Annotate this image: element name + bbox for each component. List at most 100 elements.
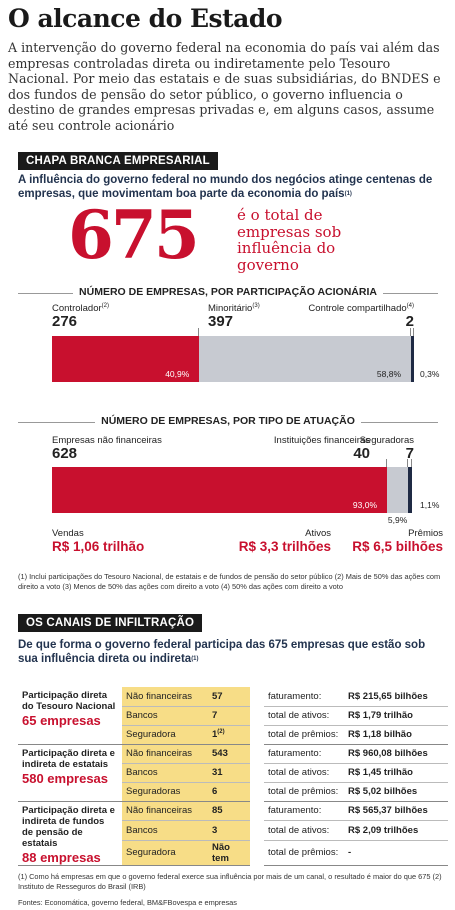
chart1-percent-label: 58,8% xyxy=(376,369,402,379)
canais-segment: Seguradoras xyxy=(122,782,208,802)
canais-gap xyxy=(250,763,264,782)
canais-segment: Não financeiras xyxy=(122,744,208,764)
chart2-value-label: 628 xyxy=(52,445,78,462)
canais-metric-value: R$ 1,79 trilhão xyxy=(344,706,448,726)
canais-group-count: 65 empresas xyxy=(22,713,101,728)
canais-metric-label: total de ativos: xyxy=(264,763,344,783)
canais-metric-value: R$ 1,18 bilhão xyxy=(344,725,448,745)
chart2-category-label: Seguradoras xyxy=(359,435,414,446)
canais-group-cell: Participação direta e indireta de fundos… xyxy=(18,801,122,866)
canais-count: 3 xyxy=(208,820,250,842)
canais-segment: Bancos xyxy=(122,706,208,726)
section2-lead-note: (1) xyxy=(191,656,199,662)
chart2-bar xyxy=(52,467,387,513)
chart1-bar xyxy=(410,336,414,382)
canais-metric-value: R$ 5,02 bilhões xyxy=(344,782,448,802)
section2-lead-text: De que forma o governo federal participa… xyxy=(18,639,426,665)
chart2-title-text: NÚMERO DE EMPRESAS, POR TIPO DE ATUAÇÃO xyxy=(95,415,361,427)
canais-count: 31 xyxy=(208,763,250,783)
chart1-category-note: (4) xyxy=(406,303,414,309)
canais-gap xyxy=(250,725,264,744)
canais-gap xyxy=(250,841,264,865)
chart1-tick xyxy=(409,328,411,336)
chart1-category-label: Minoritário(3) xyxy=(208,303,260,314)
section-header-chapa-branca: CHAPA BRANCA EMPRESARIAL xyxy=(18,152,218,170)
chart2-percent-label: 1,1% xyxy=(420,500,440,510)
chart2-category-label: Instituições financeiras xyxy=(273,435,370,446)
notes-section1: (1) Inclui participações do Tesouro Naci… xyxy=(18,572,441,591)
chart1-percent-label: 40,9% xyxy=(165,369,190,379)
canais-metric-value: - xyxy=(344,840,448,866)
canais-row: Bancos 3 total de ativos: R$ 2,09 trilhões xyxy=(18,820,448,842)
chart2-value-label: 40 xyxy=(353,445,370,462)
canais-segment: Não financeiras xyxy=(122,687,208,707)
canais-count: 543 xyxy=(208,744,250,764)
canais-metric-label: faturamento: xyxy=(264,687,344,707)
canais-count: 6 xyxy=(208,782,250,802)
canais-count: 85 xyxy=(208,801,250,822)
chart2-amount-value: R$ 3,3 trilhões xyxy=(238,539,331,554)
chart1-tick xyxy=(198,328,200,336)
chart2-amount-label: Ativos xyxy=(305,528,331,539)
canais-metric-label: total de prêmios: xyxy=(264,840,344,866)
canais-metric-label: faturamento: xyxy=(264,801,344,822)
chart2-tick xyxy=(385,459,387,467)
big-number-caption: é o total de empresas sob influência do … xyxy=(237,206,342,274)
canais-metric-value: R$ 1,45 trilhão xyxy=(344,763,448,783)
canais-metric-label: total de prêmios: xyxy=(264,782,344,802)
canais-count: Não tem xyxy=(208,840,250,866)
canais-segment: Seguradora xyxy=(122,725,208,745)
canais-gap xyxy=(250,782,264,801)
canais-row: Seguradora Não tem total de prêmios: - xyxy=(18,840,448,866)
canais-gap xyxy=(250,801,264,821)
canais-metric-value: R$ 215,65 bilhões xyxy=(344,687,448,707)
canais-count-note: (2) xyxy=(217,729,225,735)
canais-group-cell: Participação direta do Tesouro Nacional 6… xyxy=(18,687,122,745)
canais-metric-label: total de prêmios: xyxy=(264,725,344,745)
chart2-amount-label: Prêmios xyxy=(408,528,443,539)
chart1-value-label: 276 xyxy=(52,313,78,330)
big-number: 675 xyxy=(68,196,200,274)
chart1-category-note: (3) xyxy=(252,303,260,309)
chart1-tick xyxy=(412,328,414,336)
chart1-value-label: 2 xyxy=(405,313,414,330)
canais-metric-value: R$ 565,37 bilhões xyxy=(344,801,448,822)
canais-metric-value: R$ 2,09 trilhões xyxy=(344,820,448,842)
chart2-bar xyxy=(408,467,412,513)
canais-gap xyxy=(250,821,264,841)
chart2-bar xyxy=(386,467,409,513)
notes-section2: (1) Como há empresas em que o governo fe… xyxy=(18,872,442,891)
canais-gap xyxy=(250,744,264,763)
canais-metric-label: total de ativos: xyxy=(264,706,344,726)
section1-lead: A influência do governo federal no mundo… xyxy=(18,173,438,201)
chart1-title-text: NÚMERO DE EMPRESAS, POR PARTICIPAÇÃO ACI… xyxy=(73,286,383,298)
chart1-percent-label: 0,3% xyxy=(420,369,440,379)
canais-metric-label: total de ativos: xyxy=(264,820,344,842)
canais-metric-label: faturamento: xyxy=(264,744,344,764)
chart2-amount-label: Vendas xyxy=(52,528,84,539)
chart1-title: NÚMERO DE EMPRESAS, POR PARTICIPAÇÃO ACI… xyxy=(18,286,438,298)
chart2-amount-value: R$ 1,06 trilhão xyxy=(52,539,145,554)
canais-segment: Seguradora xyxy=(122,840,208,866)
canais-metric-value: R$ 960,08 bilhões xyxy=(344,744,448,764)
canais-group-name: Participação direta do Tesouro Nacional xyxy=(22,690,116,712)
canais-row: Bancos 7 total de ativos: R$ 1,79 trilhão xyxy=(18,706,448,726)
section1-lead-note: (1) xyxy=(344,191,352,197)
canais-row: Seguradoras 6 total de prêmios: R$ 5,02 bil… xyxy=(18,782,448,802)
section1-lead-text: A influência do governo federal no mundo… xyxy=(18,174,433,200)
chart2-title: NÚMERO DE EMPRESAS, POR TIPO DE ATUAÇÃO xyxy=(18,415,438,427)
canais-group-cell: Participação direta e indireta de estata… xyxy=(18,744,122,802)
section-header-canais: OS CANAIS DE INFILTRAÇÃO xyxy=(18,614,203,632)
canais-group-name: Participação direta e indireta de estata… xyxy=(22,747,115,770)
chart1-category-label: Controlador(2) xyxy=(52,303,109,314)
chart1-category-note: (2) xyxy=(101,303,109,309)
chart2-percent-label: 93,0% xyxy=(352,500,378,510)
canais-group-count: 88 empresas xyxy=(22,849,101,865)
canais-count: 1(2) xyxy=(208,725,250,745)
chart1-bar xyxy=(52,336,200,382)
canais-row: Seguradora 1(2) total de prêmios: R$ 1,18 b… xyxy=(18,725,448,745)
canais-row: Participação direta e indireta de estata… xyxy=(18,744,448,802)
chart1-value-label: 397 xyxy=(208,313,234,330)
canais-group-name: Participação direta e indireta de fundos… xyxy=(22,804,115,849)
canais-gap xyxy=(250,687,264,706)
